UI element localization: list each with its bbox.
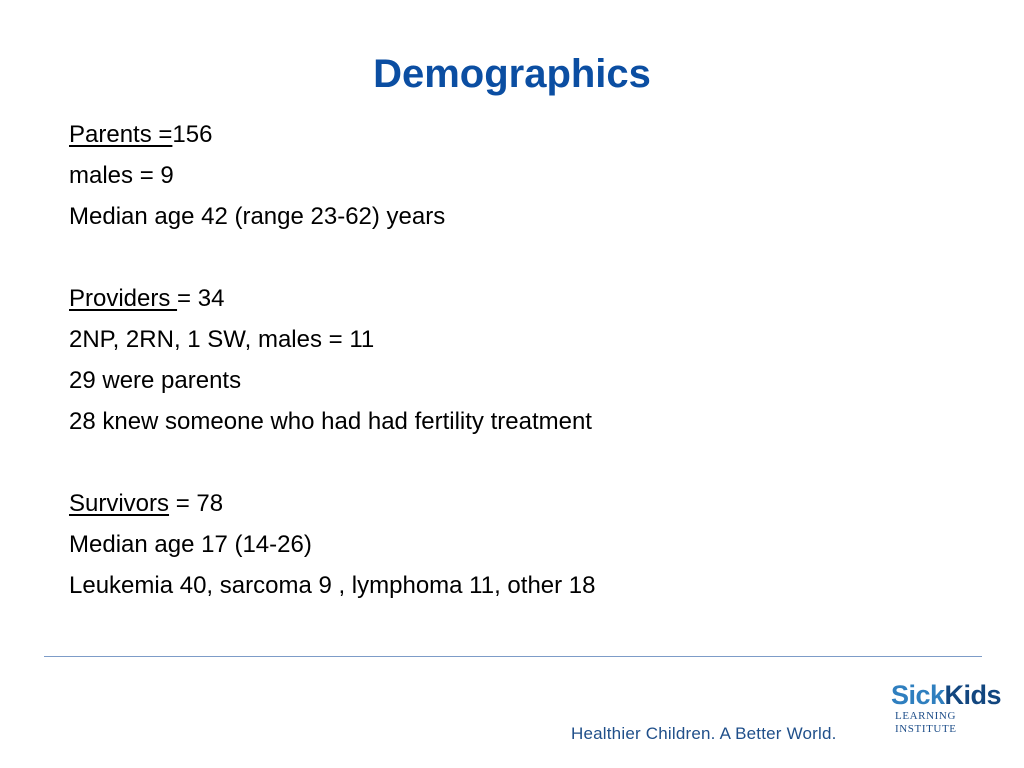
providers-line: 28 knew someone who had had fertility tr… [69, 408, 592, 435]
parents-label: Parents = [69, 121, 173, 148]
parents-line: Median age 42 (range 23-62) years [69, 203, 446, 230]
sickkids-logo: SickKids LEARNING INSTITUTE [891, 680, 1002, 746]
parents-heading: Parents =156 [69, 114, 969, 155]
logo-sick: Sick [891, 680, 945, 710]
providers-line: 29 were parents [69, 367, 242, 394]
parents-value: 156 [172, 121, 213, 148]
footer-divider [44, 656, 982, 657]
logo-learning: LEARNING [895, 710, 957, 722]
logo-institute: INSTITUTE [895, 723, 957, 735]
spacer [69, 237, 969, 278]
survivors-value: = 78 [169, 490, 224, 517]
logo-wordmark: SickKids [891, 680, 1002, 710]
providers-label: Providers [69, 285, 178, 312]
spacer [69, 442, 969, 483]
logo-kids: Kids [944, 680, 1002, 710]
providers-heading: Providers = 34 [69, 278, 969, 319]
providers-value: = 34 [177, 285, 225, 312]
parents-line: males = 9 [69, 162, 174, 189]
footer-tagline: Healthier Children. A Better World. [571, 724, 837, 743]
survivors-line: Leukemia 40, sarcoma 9 , lymphoma 11, ot… [69, 572, 596, 599]
survivors-heading: Survivors = 78 [69, 483, 969, 524]
slide-body: Parents =156 males = 9 Median age 42 (ra… [69, 114, 969, 606]
providers-line: 2NP, 2RN, 1 SW, males = 11 [69, 326, 375, 353]
survivors-label: Survivors [69, 490, 170, 517]
slide-title: Demographics [373, 52, 651, 96]
survivors-line: Median age 17 (14-26) [69, 531, 312, 558]
